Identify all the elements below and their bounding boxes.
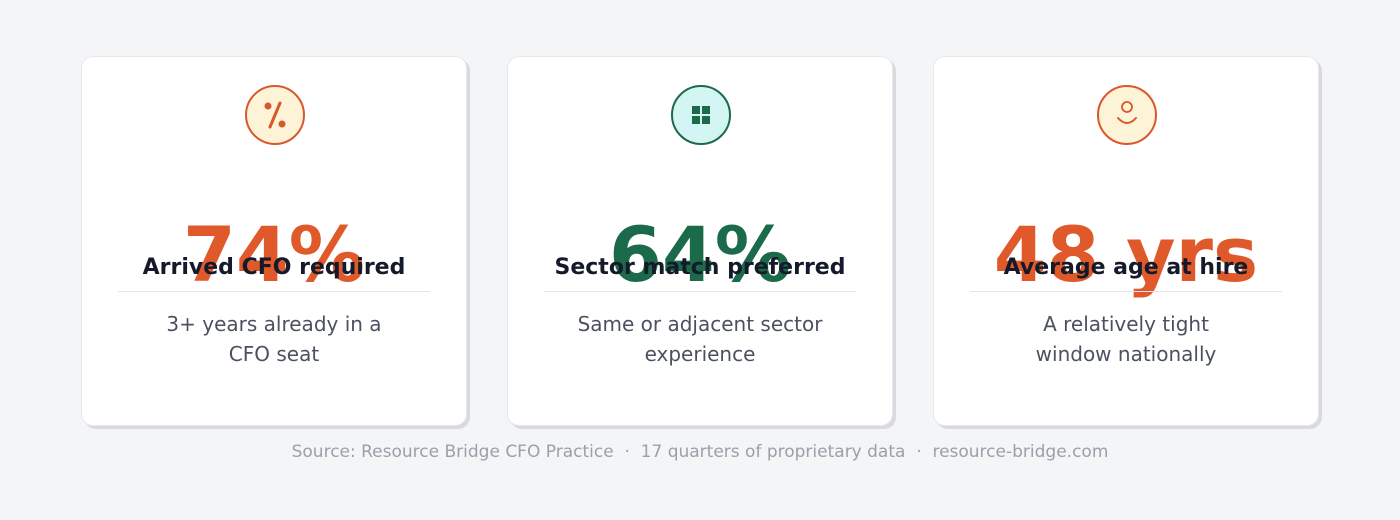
description-line: experience <box>644 342 756 366</box>
divider <box>118 291 430 292</box>
percent-icon <box>245 85 305 145</box>
person-icon <box>1097 85 1157 145</box>
footer-source: Source: Resource Bridge CFO Practice · 1… <box>291 442 1109 462</box>
stat-card: 48 yrs Average age at hire A relatively … <box>933 56 1319 426</box>
description-line: A relatively tight <box>1043 312 1209 336</box>
stat-value: 48 yrs <box>993 210 1259 299</box>
description-line: Same or adjacent sector <box>577 312 823 336</box>
stat-value: 64% <box>609 210 791 299</box>
stat-description: Same or adjacent sector experience <box>508 309 892 369</box>
stat-card: 74% Arrived CFO required 3+ years alread… <box>81 56 467 426</box>
divider <box>544 291 856 292</box>
stat-card: 64% Sector match preferred Same or adjac… <box>507 56 893 426</box>
description-line: window nationally <box>1035 342 1217 366</box>
stat-label: Sector match preferred <box>554 255 846 280</box>
stat-label: Average age at hire <box>1003 255 1249 280</box>
description-line: CFO seat <box>228 342 320 366</box>
description-line: 3+ years already in a <box>166 312 382 336</box>
stat-label: Arrived CFO required <box>142 255 406 280</box>
grid-icon <box>671 85 731 145</box>
stat-value: 74% <box>183 210 365 299</box>
stat-description: A relatively tight window nationally <box>934 309 1318 369</box>
stat-description: 3+ years already in a CFO seat <box>82 309 466 369</box>
divider <box>970 291 1282 292</box>
